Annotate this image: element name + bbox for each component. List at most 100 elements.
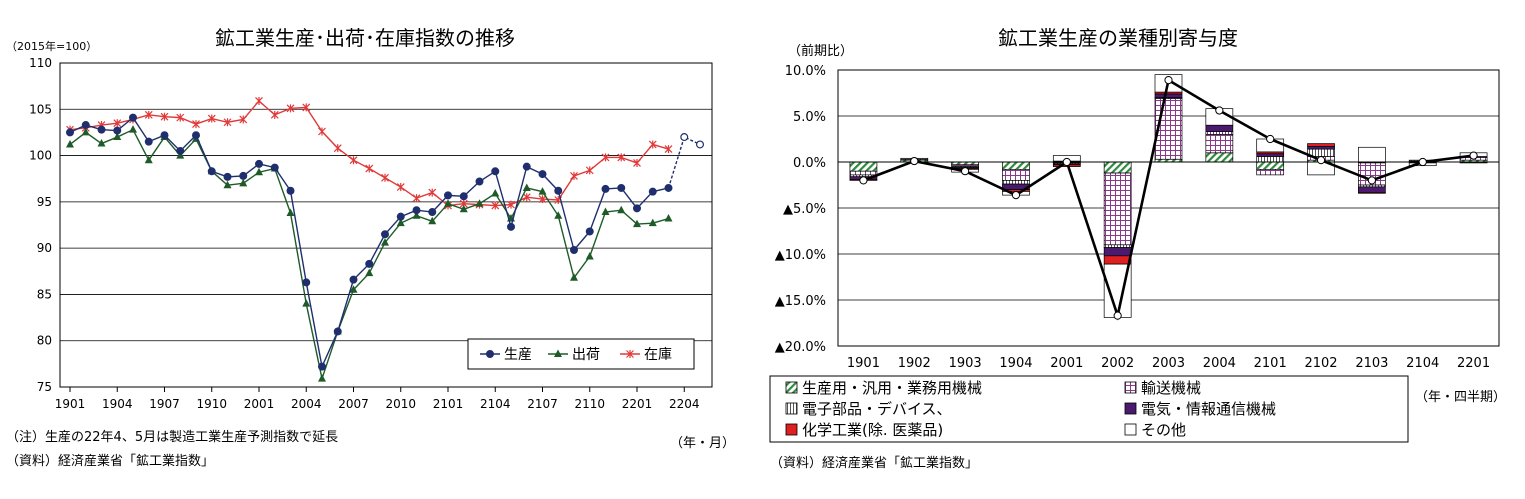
data-point — [318, 127, 326, 136]
total-point — [1062, 157, 1071, 167]
bar-segment-輸送機械 — [849, 170, 878, 176]
data-point — [538, 170, 547, 179]
data-point — [207, 167, 216, 176]
y-tick-label: 10.0% — [785, 64, 826, 79]
data-point — [554, 186, 563, 195]
data-point — [632, 204, 641, 213]
bar-segment-電気・情報通信機械 — [1205, 124, 1234, 132]
x-tick-label: 2103 — [1355, 356, 1388, 371]
data-point — [601, 153, 610, 162]
legend-label: 出荷 — [572, 347, 600, 363]
bar-segment-電子部品・デバイス、 — [1205, 131, 1234, 135]
data-point — [412, 206, 421, 215]
data-point — [617, 183, 626, 192]
data-point — [160, 131, 169, 140]
x-tick-label: 2104 — [1406, 356, 1439, 371]
legend-label: 生産用・汎用・業務用機械 — [802, 379, 982, 397]
data-point — [144, 110, 153, 119]
data-point — [680, 133, 689, 142]
x-tick-label: 2010 — [385, 397, 416, 411]
right-y-unit: （前期比） — [788, 44, 854, 59]
data-point — [601, 207, 610, 216]
legend-label: その他 — [1141, 421, 1186, 439]
data-point — [302, 278, 311, 287]
data-point — [66, 139, 74, 148]
data-point — [664, 214, 673, 222]
data-point — [570, 171, 578, 180]
bar-segment-輸送機械 — [1103, 172, 1132, 246]
x-tick-label: 2204 — [669, 397, 700, 411]
data-point — [113, 126, 122, 135]
data-point — [585, 251, 594, 260]
left-source: （資料）経済産業省「鉱工業指数」 — [6, 454, 215, 469]
x-tick-label: 2001 — [1050, 356, 1083, 371]
bar-segment-輸送機械 — [1154, 98, 1183, 160]
bar-segment-輸送機械 — [1002, 169, 1030, 181]
total-point — [1113, 311, 1122, 320]
data-point — [255, 167, 263, 176]
total-point — [1418, 157, 1427, 167]
data-point — [239, 115, 248, 124]
data-point — [97, 125, 106, 134]
data-point — [302, 103, 311, 112]
data-point — [396, 212, 405, 221]
x-tick-label: 1904 — [102, 397, 133, 411]
y-tick-label: 100 — [29, 149, 52, 163]
y-tick-label: 105 — [29, 102, 52, 116]
data-point — [65, 128, 74, 137]
data-point — [617, 205, 626, 214]
data-point — [475, 199, 484, 207]
y-tick-label: 75 — [37, 380, 52, 394]
data-point — [538, 195, 547, 204]
y-tick-label: 5.0% — [793, 110, 826, 125]
legend-label: 輸送機械 — [1141, 379, 1201, 397]
total-point — [1011, 191, 1021, 200]
x-tick-label: 2101 — [433, 397, 464, 411]
data-point — [695, 140, 704, 149]
x-tick-label: 2004 — [1203, 356, 1236, 371]
data-point — [522, 183, 531, 191]
data-point — [459, 192, 468, 201]
legend-swatch — [785, 381, 798, 394]
data-point — [349, 156, 358, 165]
data-point — [444, 191, 453, 200]
legend-swatch — [1124, 381, 1137, 394]
data-point — [664, 183, 673, 192]
data-point — [396, 218, 405, 227]
bar-segment-化学工業(除. 医薬品) — [1358, 192, 1386, 194]
total-point — [1367, 176, 1376, 185]
data-point — [286, 208, 295, 216]
x-tick-label: 2201 — [622, 397, 653, 411]
x-tick-label: 2201 — [1457, 356, 1490, 371]
data-point — [569, 245, 578, 254]
data-point — [144, 155, 153, 164]
data-point — [570, 273, 578, 281]
x-tick-label: 2002 — [1101, 356, 1134, 371]
x-tick-label: 1901 — [847, 356, 880, 371]
data-point — [318, 374, 326, 382]
data-point — [239, 178, 248, 187]
data-point — [444, 199, 452, 207]
x-tick-label: 2001 — [244, 397, 275, 411]
y-tick-label: 90 — [37, 241, 52, 255]
total-point — [961, 167, 970, 176]
data-point — [626, 350, 634, 358]
data-point — [522, 162, 531, 171]
series-在庫 — [66, 96, 673, 210]
bar-segment-電気・情報通信機械 — [1103, 247, 1132, 257]
data-point — [475, 177, 484, 186]
bar-segment-電子部品・デバイス、 — [1103, 244, 1132, 248]
data-point — [507, 222, 516, 231]
data-point — [144, 137, 153, 146]
plot-area — [59, 62, 713, 388]
data-point — [255, 96, 263, 105]
bar-segment-生産用・汎用・業務用機械 — [1205, 152, 1234, 163]
bar-segment-化学工業(除. 医薬品) — [1103, 255, 1132, 265]
legend-label: 生産 — [504, 347, 532, 363]
right-bar-chart-svg: 10.0% 5.0% 0.0% ▲5.0% ▲10.0% ▲15.0% ▲20.0% 1901… — [769, 64, 1500, 443]
bar-segment-輸送機械 — [1205, 134, 1234, 154]
left-chart: 鉱工業生産･出荷･在庫指数の推移 （2015年=100） 75 80 85 90 95 1… — [0, 0, 740, 499]
x-tick-label: 2110 — [574, 397, 605, 411]
data-point — [554, 349, 562, 357]
data-point — [428, 208, 437, 217]
